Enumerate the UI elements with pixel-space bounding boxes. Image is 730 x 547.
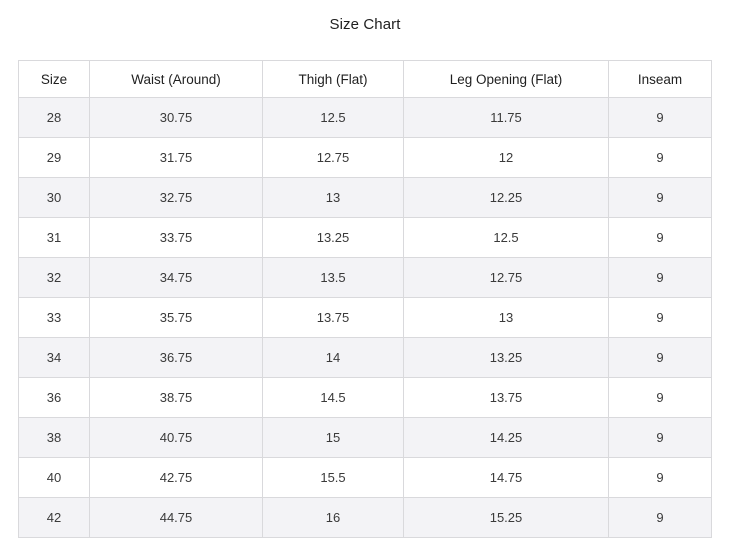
table-header: Size Waist (Around) Thigh (Flat) Leg Ope…	[18, 60, 712, 98]
cell-thigh: 12.75	[262, 137, 404, 178]
page-title: Size Chart	[329, 16, 401, 33]
cell-size: 30	[18, 177, 90, 218]
cell-size: 36	[18, 377, 90, 418]
header-inseam: Inseam	[608, 60, 712, 98]
cell-leg-opening: 11.75	[403, 97, 609, 138]
cell-leg-opening: 12	[403, 137, 609, 178]
header-waist: Waist (Around)	[89, 60, 263, 98]
cell-waist: 42.75	[89, 457, 263, 498]
cell-thigh: 13.75	[262, 297, 404, 338]
table-row: 34 36.75 14 13.25 9	[18, 337, 712, 378]
table-body: 28 30.75 12.5 11.75 9 29 31.75 12.75 12 …	[18, 97, 712, 538]
cell-leg-opening: 12.5	[403, 217, 609, 258]
cell-inseam: 9	[608, 377, 712, 418]
table-row: 42 44.75 16 15.25 9	[18, 497, 712, 538]
cell-leg-opening: 13	[403, 297, 609, 338]
header-size: Size	[18, 60, 90, 98]
cell-thigh: 12.5	[262, 97, 404, 138]
cell-leg-opening: 14.25	[403, 417, 609, 458]
table-row: 29 31.75 12.75 12 9	[18, 137, 712, 178]
cell-size: 40	[18, 457, 90, 498]
cell-inseam: 9	[608, 497, 712, 538]
cell-inseam: 9	[608, 97, 712, 138]
cell-thigh: 16	[262, 497, 404, 538]
table-row: 30 32.75 13 12.25 9	[18, 177, 712, 218]
cell-thigh: 15.5	[262, 457, 404, 498]
cell-inseam: 9	[608, 137, 712, 178]
cell-size: 28	[18, 97, 90, 138]
cell-inseam: 9	[608, 217, 712, 258]
table-row: 36 38.75 14.5 13.75 9	[18, 377, 712, 418]
table-row: 31 33.75 13.25 12.5 9	[18, 217, 712, 258]
cell-leg-opening: 12.25	[403, 177, 609, 218]
cell-leg-opening: 13.75	[403, 377, 609, 418]
table-row: 32 34.75 13.5 12.75 9	[18, 257, 712, 298]
cell-thigh: 13.25	[262, 217, 404, 258]
cell-size: 42	[18, 497, 90, 538]
cell-waist: 30.75	[89, 97, 263, 138]
cell-waist: 35.75	[89, 297, 263, 338]
cell-size: 29	[18, 137, 90, 178]
cell-waist: 44.75	[89, 497, 263, 538]
cell-inseam: 9	[608, 257, 712, 298]
cell-waist: 40.75	[89, 417, 263, 458]
table-row: 33 35.75 13.75 13 9	[18, 297, 712, 338]
cell-leg-opening: 14.75	[403, 457, 609, 498]
header-leg-opening: Leg Opening (Flat)	[403, 60, 609, 98]
cell-waist: 32.75	[89, 177, 263, 218]
cell-inseam: 9	[608, 457, 712, 498]
cell-thigh: 15	[262, 417, 404, 458]
cell-thigh: 14.5	[262, 377, 404, 418]
cell-leg-opening: 15.25	[403, 497, 609, 538]
cell-thigh: 13	[262, 177, 404, 218]
table-row: 40 42.75 15.5 14.75 9	[18, 457, 712, 498]
cell-size: 33	[18, 297, 90, 338]
cell-waist: 31.75	[89, 137, 263, 178]
cell-inseam: 9	[608, 177, 712, 218]
cell-size: 38	[18, 417, 90, 458]
cell-waist: 33.75	[89, 217, 263, 258]
cell-thigh: 13.5	[262, 257, 404, 298]
cell-leg-opening: 12.75	[403, 257, 609, 298]
cell-leg-opening: 13.25	[403, 337, 609, 378]
cell-inseam: 9	[608, 297, 712, 338]
header-thigh: Thigh (Flat)	[262, 60, 404, 98]
cell-inseam: 9	[608, 417, 712, 458]
size-chart-table: Size Waist (Around) Thigh (Flat) Leg Ope…	[18, 60, 712, 538]
table-row: 28 30.75 12.5 11.75 9	[18, 97, 712, 138]
cell-inseam: 9	[608, 337, 712, 378]
cell-size: 31	[18, 217, 90, 258]
header-row: Size Waist (Around) Thigh (Flat) Leg Ope…	[18, 60, 712, 98]
cell-thigh: 14	[262, 337, 404, 378]
cell-waist: 34.75	[89, 257, 263, 298]
cell-waist: 38.75	[89, 377, 263, 418]
cell-waist: 36.75	[89, 337, 263, 378]
table-row: 38 40.75 15 14.25 9	[18, 417, 712, 458]
cell-size: 34	[18, 337, 90, 378]
cell-size: 32	[18, 257, 90, 298]
